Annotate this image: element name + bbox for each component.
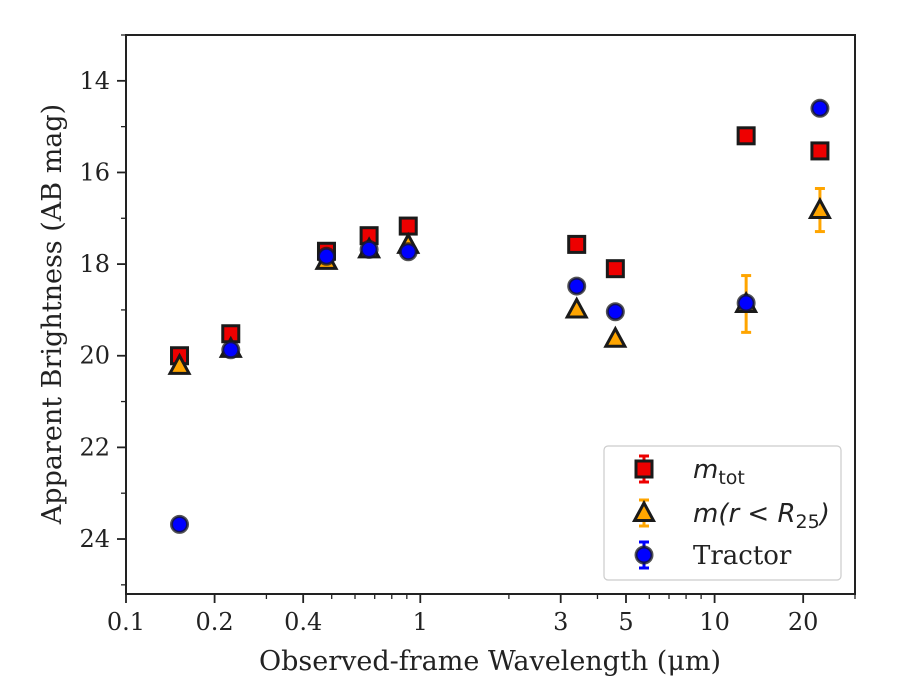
circle-point xyxy=(398,242,418,262)
y-tick-label: 22 xyxy=(79,433,110,461)
legend-marker xyxy=(631,499,657,522)
x-tick-label: 10 xyxy=(699,608,730,636)
x-tick-label: 0.4 xyxy=(284,608,322,636)
y-tick-label: 16 xyxy=(79,158,110,186)
legend-item: m(r < R25) xyxy=(631,498,830,533)
y-tick-label: 14 xyxy=(79,67,110,95)
circle-point xyxy=(359,239,379,259)
x-tick-label: 0.1 xyxy=(107,608,145,636)
triangle-point xyxy=(167,352,192,375)
legend-marker xyxy=(634,545,654,565)
y-axis-ticks: 14 16 18 20 22 24 xyxy=(79,34,126,586)
legend-box xyxy=(603,445,842,581)
legend: mtot m(r < R25) Tractor xyxy=(603,445,842,581)
circle-point xyxy=(605,302,625,322)
circle-point xyxy=(170,514,190,534)
circle-point xyxy=(736,293,756,313)
legend-marker xyxy=(634,459,654,479)
circle-point xyxy=(810,98,830,118)
x-axis-title: Observed-frame Wavelength (μm) xyxy=(259,646,721,677)
square-point xyxy=(810,141,830,161)
x-tick-label: 5 xyxy=(618,608,633,636)
y-axis-title: Apparent Brightness (AB mag) xyxy=(37,104,68,525)
circle-point xyxy=(567,276,587,296)
square-point xyxy=(605,259,625,279)
square-point xyxy=(398,216,418,236)
y-tick-label: 24 xyxy=(79,525,110,553)
y-tick-label: 18 xyxy=(79,250,110,278)
x-tick-label: 0.2 xyxy=(196,608,234,636)
square-point xyxy=(567,234,587,254)
triangle-point xyxy=(603,325,628,348)
x-axis-ticks: 0.1 0.2 0.4 1 3 5 10 20 xyxy=(107,594,856,636)
circle-point xyxy=(221,340,241,360)
legend-item: mtot xyxy=(634,454,745,489)
triangle-point xyxy=(564,296,589,319)
x-tick-label: 1 xyxy=(413,608,428,636)
triangle-point xyxy=(807,196,832,220)
axes-frame xyxy=(125,34,856,595)
legend-label: m(r < R25) xyxy=(693,499,830,533)
square-point xyxy=(736,126,756,146)
data-layer xyxy=(167,98,832,534)
legend-label: mtot xyxy=(693,455,745,489)
legend-item: Tractor xyxy=(634,540,792,571)
series-circle xyxy=(170,98,830,534)
circle-point xyxy=(316,246,336,266)
x-tick-label: 20 xyxy=(788,608,819,636)
legend-label: Tractor xyxy=(693,541,792,571)
y-tick-label: 20 xyxy=(79,342,110,370)
x-tick-label: 3 xyxy=(553,608,568,636)
